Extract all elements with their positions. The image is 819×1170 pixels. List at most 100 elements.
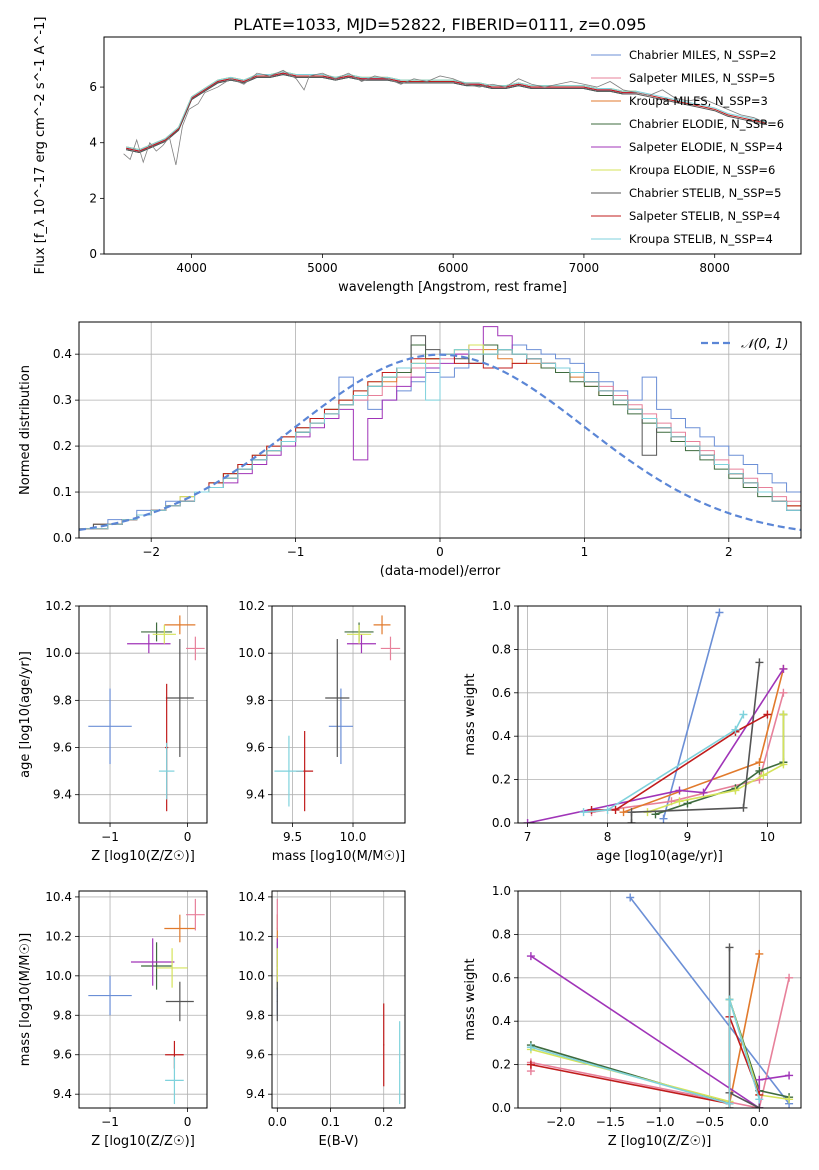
weight-marker xyxy=(755,1075,764,1084)
weight-marker xyxy=(725,995,734,1004)
weight-marker xyxy=(603,805,612,814)
residuals-ytick-label: 0.3 xyxy=(53,393,72,407)
residuals-ytick-label: 0.1 xyxy=(53,485,72,499)
weight-marker xyxy=(699,788,708,797)
age-weight-ylabel: mass weight xyxy=(463,673,478,755)
weight-marker xyxy=(785,1095,794,1104)
residuals-xtick-label: −1 xyxy=(287,545,305,559)
age-weight-ytick-label: 0.6 xyxy=(492,686,511,700)
spectrum-ytick-label: 0 xyxy=(89,247,97,261)
mass-age-plot-area xyxy=(274,615,401,812)
model-line xyxy=(126,74,768,153)
spectrum-plot-area xyxy=(123,69,768,166)
z-weight-plot-area xyxy=(526,893,794,1108)
z-mass-xtick-label: −1 xyxy=(101,1115,119,1129)
ebv-mass-ytick-label: 10.2 xyxy=(238,929,265,943)
spectrum-frame xyxy=(103,36,802,255)
age-weight-ytick-label: 0.8 xyxy=(492,642,511,656)
residuals-ytick-label: 0.4 xyxy=(53,347,72,361)
z-weight-ylabel: mass weight xyxy=(463,958,478,1040)
weight-marker xyxy=(755,766,764,775)
residuals-plot-area xyxy=(79,326,801,538)
ebv-mass-ytick-label: 9.6 xyxy=(246,1048,265,1062)
spectrum-ytick-label: 2 xyxy=(89,191,97,205)
weight-line xyxy=(583,714,745,813)
weight-marker xyxy=(779,688,788,697)
age-weight-xlabel: age [log10(age/yr)] xyxy=(596,849,723,864)
ebv-mass-xtick-label: 0.2 xyxy=(374,1115,393,1129)
age-weight-xtick-label: 7 xyxy=(524,830,532,844)
weight-marker xyxy=(675,786,684,795)
z-age-xtick-label: −1 xyxy=(101,830,119,844)
weight-marker xyxy=(526,952,535,961)
ebv-mass-ytick-label: 10.0 xyxy=(238,969,265,983)
z-age-ytick-label: 9.4 xyxy=(53,788,72,802)
z-weight-ytick-label: 0.4 xyxy=(492,1014,511,1028)
legend-label: Chabrier MILES, N_SSP=2 xyxy=(629,48,776,62)
z-weight-panel: −2.0 −1.5 −1.0 −0.5 0.0 0.0 0.2 0.4 0.6 0.8 1.0 Z [… xyxy=(463,884,802,1149)
residuals-xtick-label: −2 xyxy=(142,545,160,559)
ebv-mass-xlabel: E(B-V) xyxy=(318,1134,358,1149)
age-weight-ytick-label: 0.2 xyxy=(492,773,511,787)
legend-label: Kroupa STELIB, N_SSP=4 xyxy=(629,232,773,246)
mass-age-ytick-label: 9.4 xyxy=(246,788,265,802)
age-weight-frame xyxy=(517,605,802,824)
histogram-step xyxy=(79,349,801,538)
z-weight-ytick-label: 0.6 xyxy=(492,971,511,985)
age-weight-xtick-label: 8 xyxy=(604,830,612,844)
z-mass-panel: −1 0 9.4 9.6 9.8 10.0 10.2 10.4 Z [log10(Z/Z☉)] m… xyxy=(18,890,208,1149)
z-age-ytick-label: 9.6 xyxy=(53,741,72,755)
weight-line xyxy=(530,1016,761,1105)
weight-marker xyxy=(523,819,532,823)
model-line xyxy=(126,72,768,152)
z-mass-xtick-label: 0 xyxy=(184,1115,192,1129)
weight-marker xyxy=(785,973,794,982)
weight-marker xyxy=(785,1071,794,1080)
mass-age-xlabel: mass [log10(M/M☉)] xyxy=(272,849,405,864)
residuals-xtick-label: 2 xyxy=(725,545,733,559)
weight-line xyxy=(728,953,761,1104)
weight-marker xyxy=(627,819,636,823)
legend-label: Chabrier ELODIE, N_SSP=6 xyxy=(629,117,784,131)
z-weight-ytick-label: 1.0 xyxy=(492,884,511,898)
weight-marker xyxy=(739,710,748,719)
model-line xyxy=(126,71,637,151)
residuals-ytick-label: 0.0 xyxy=(53,531,72,545)
weight-marker xyxy=(725,1099,734,1108)
z-weight-ytick-label: 0.2 xyxy=(492,1058,511,1072)
model-line xyxy=(126,74,637,153)
model-line xyxy=(126,72,637,152)
weight-line xyxy=(527,668,785,823)
weight-marker xyxy=(755,658,764,667)
ebv-mass-plot-area xyxy=(276,898,401,1105)
spectrum-xtick-label: 8000 xyxy=(699,261,730,275)
z-mass-ytick-label: 10.0 xyxy=(45,969,72,983)
legend-label: Salpeter STELIB, N_SSP=4 xyxy=(629,209,780,223)
z-age-xtick-label: 0 xyxy=(184,830,192,844)
figure-title: PLATE=1033, MJD=52822, FIBERID=0111, z=0… xyxy=(233,15,646,34)
gaussian-curve xyxy=(79,353,801,532)
age-weight-plot-area xyxy=(523,608,788,823)
residuals-ytick-label: 0.2 xyxy=(53,439,72,453)
z-weight-frame xyxy=(517,890,802,1109)
weight-marker xyxy=(526,1043,535,1052)
weight-line xyxy=(630,662,761,823)
weight-marker xyxy=(731,725,740,734)
weight-marker xyxy=(627,808,636,817)
weight-marker xyxy=(626,893,635,902)
weight-line xyxy=(662,612,721,819)
weight-marker xyxy=(619,808,628,817)
residuals-ylabel: Normed distribution xyxy=(18,365,33,495)
residuals-xtick-label: 1 xyxy=(581,545,589,559)
weight-marker xyxy=(779,664,788,673)
spectrum-ytick-label: 4 xyxy=(89,136,97,150)
z-mass-ytick-label: 9.4 xyxy=(53,1087,72,1101)
ebv-mass-ytick-label: 9.8 xyxy=(246,1008,265,1022)
legend-label: Kroupa MILES, N_SSP=3 xyxy=(629,94,768,108)
ebv-mass-ytick-label: 9.4 xyxy=(246,1087,265,1101)
legend-label: Chabrier STELIB, N_SSP=5 xyxy=(629,186,781,200)
mass-age-ytick-label: 10.2 xyxy=(238,599,265,613)
weight-marker xyxy=(731,786,740,795)
model-line xyxy=(126,71,768,151)
